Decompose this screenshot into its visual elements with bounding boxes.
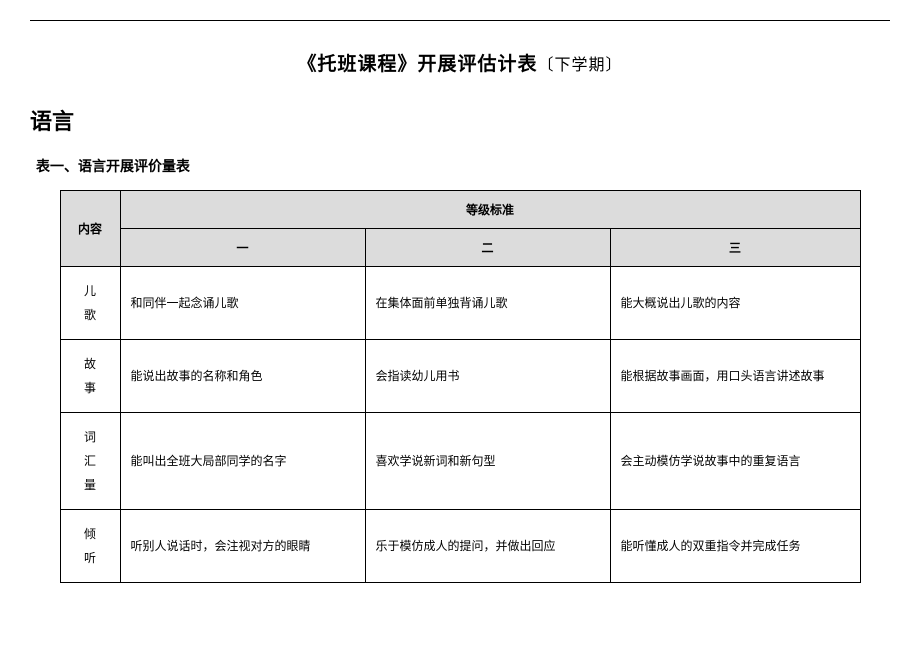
label-char: 故: [65, 352, 116, 376]
header-standard: 等级标准: [120, 191, 860, 229]
cell-level-3: 能听懂成人的双重指令并完成任务: [610, 510, 860, 583]
row-label: 词 汇 量: [60, 413, 120, 510]
cell-level-2: 喜欢学说新词和新句型: [365, 413, 610, 510]
label-char: 汇: [65, 449, 116, 473]
label-char: 词: [65, 425, 116, 449]
row-label: 倾 听: [60, 510, 120, 583]
title-main: 《托班课程》开展评估计表: [297, 54, 537, 75]
table-body: 儿 歌 和同伴一起念诵儿歌 在集体面前单独背诵儿歌 能大概说出儿歌的内容 故 事…: [60, 267, 860, 583]
row-label: 儿 歌: [60, 267, 120, 340]
table-header-row-1: 内容 等级标准: [60, 191, 860, 229]
cell-level-3: 能根据故事画面，用口头语言讲述故事: [610, 340, 860, 413]
table-heading: 表一、语言开展评价量表: [30, 156, 890, 176]
table-row: 儿 歌 和同伴一起念诵儿歌 在集体面前单独背诵儿歌 能大概说出儿歌的内容: [60, 267, 860, 340]
cell-level-1: 能说出故事的名称和角色: [120, 340, 365, 413]
header-content: 内容: [60, 191, 120, 267]
header-level-3: 三: [610, 229, 860, 267]
cell-level-2: 乐于模仿成人的提问，并做出回应: [365, 510, 610, 583]
cell-level-1: 能叫出全班大局部同学的名字: [120, 413, 365, 510]
cell-level-1: 听别人说话时，会注视对方的眼睛: [120, 510, 365, 583]
label-char: 事: [65, 376, 116, 400]
cell-level-1: 和同伴一起念诵儿歌: [120, 267, 365, 340]
header-level-2: 二: [365, 229, 610, 267]
cell-level-3: 会主动模仿学说故事中的重复语言: [610, 413, 860, 510]
label-char: 歌: [65, 303, 116, 327]
label-char: 倾: [65, 522, 116, 546]
row-label: 故 事: [60, 340, 120, 413]
table-row: 故 事 能说出故事的名称和角色 会指读幼儿用书 能根据故事画面，用口头语言讲述故…: [60, 340, 860, 413]
title-suffix: 〔下学期〕: [538, 57, 623, 74]
cell-level-2: 会指读幼儿用书: [365, 340, 610, 413]
document-title: 《托班课程》开展评估计表〔下学期〕: [30, 49, 890, 76]
horizontal-rule: [30, 20, 890, 21]
cell-level-3: 能大概说出儿歌的内容: [610, 267, 860, 340]
section-heading: 语言: [30, 104, 890, 136]
label-char: 量: [65, 473, 116, 497]
label-char: 儿: [65, 279, 116, 303]
table-row: 词 汇 量 能叫出全班大局部同学的名字 喜欢学说新词和新句型 会主动模仿学说故事…: [60, 413, 860, 510]
cell-level-2: 在集体面前单独背诵儿歌: [365, 267, 610, 340]
rubric-table: 内容 等级标准 一 二 三 儿 歌 和同伴一起念诵儿歌 在集体面前单独背诵儿歌 …: [60, 190, 861, 583]
table-row: 倾 听 听别人说话时，会注视对方的眼睛 乐于模仿成人的提问，并做出回应 能听懂成…: [60, 510, 860, 583]
header-level-1: 一: [120, 229, 365, 267]
label-char: 听: [65, 546, 116, 570]
table-header-row-2: 一 二 三: [60, 229, 860, 267]
